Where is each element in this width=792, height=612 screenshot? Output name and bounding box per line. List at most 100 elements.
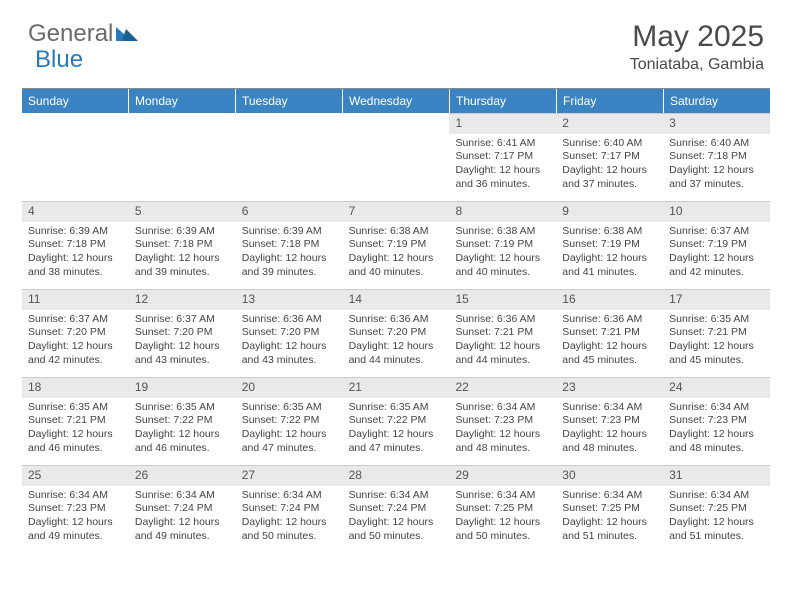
day-details: Sunrise: 6:34 AMSunset: 7:23 PMDaylight:… [449,398,556,462]
day-details: Sunrise: 6:35 AMSunset: 7:22 PMDaylight:… [129,398,236,462]
day-number: 23 [556,377,663,398]
day-cell: 26Sunrise: 6:34 AMSunset: 7:24 PMDayligh… [129,465,236,553]
day-cell: 20Sunrise: 6:35 AMSunset: 7:22 PMDayligh… [236,377,343,465]
day-cell: 28Sunrise: 6:34 AMSunset: 7:24 PMDayligh… [343,465,450,553]
day-number: 28 [343,465,450,486]
day-number: 9 [556,201,663,222]
day-details: Sunrise: 6:34 AMSunset: 7:25 PMDaylight:… [556,486,663,550]
day-cell: 9Sunrise: 6:38 AMSunset: 7:19 PMDaylight… [556,201,663,289]
day-cell: 14Sunrise: 6:36 AMSunset: 7:20 PMDayligh… [343,289,450,377]
day-details: Sunrise: 6:36 AMSunset: 7:21 PMDaylight:… [449,310,556,374]
day-cell-empty: . [236,113,343,201]
day-number: 12 [129,289,236,310]
weekday-header: Tuesday [236,89,343,113]
day-details: Sunrise: 6:38 AMSunset: 7:19 PMDaylight:… [556,222,663,286]
week-row: ....1Sunrise: 6:41 AMSunset: 7:17 PMDayl… [22,113,770,201]
weekday-header: Thursday [450,89,557,113]
calendar-body: ....1Sunrise: 6:41 AMSunset: 7:17 PMDayl… [22,113,770,553]
day-cell: 31Sunrise: 6:34 AMSunset: 7:25 PMDayligh… [663,465,770,553]
day-details: Sunrise: 6:34 AMSunset: 7:23 PMDaylight:… [663,398,770,462]
day-cell: 12Sunrise: 6:37 AMSunset: 7:20 PMDayligh… [129,289,236,377]
day-number: 4 [22,201,129,222]
day-cell: 3Sunrise: 6:40 AMSunset: 7:18 PMDaylight… [663,113,770,201]
day-cell: 17Sunrise: 6:35 AMSunset: 7:21 PMDayligh… [663,289,770,377]
weekday-header: Monday [129,89,236,113]
month-title: May 2025 [630,20,764,54]
day-cell-empty: . [22,113,129,201]
week-row: 11Sunrise: 6:37 AMSunset: 7:20 PMDayligh… [22,289,770,377]
day-details: Sunrise: 6:37 AMSunset: 7:20 PMDaylight:… [129,310,236,374]
day-number: 3 [663,113,770,134]
day-number: 30 [556,465,663,486]
day-details: Sunrise: 6:37 AMSunset: 7:19 PMDaylight:… [663,222,770,286]
day-number: 22 [449,377,556,398]
day-cell: 2Sunrise: 6:40 AMSunset: 7:17 PMDaylight… [556,113,663,201]
day-cell: 4Sunrise: 6:39 AMSunset: 7:18 PMDaylight… [22,201,129,289]
day-details: Sunrise: 6:34 AMSunset: 7:24 PMDaylight:… [129,486,236,550]
location-subtitle: Toniataba, Gambia [630,56,764,74]
day-cell: 6Sunrise: 6:39 AMSunset: 7:18 PMDaylight… [236,201,343,289]
day-cell: 7Sunrise: 6:38 AMSunset: 7:19 PMDaylight… [343,201,450,289]
day-details: Sunrise: 6:40 AMSunset: 7:18 PMDaylight:… [663,134,770,198]
day-number: 17 [663,289,770,310]
day-number: 10 [663,201,770,222]
day-cell: 15Sunrise: 6:36 AMSunset: 7:21 PMDayligh… [449,289,556,377]
day-number: 14 [343,289,450,310]
day-details: Sunrise: 6:40 AMSunset: 7:17 PMDaylight:… [556,134,663,198]
day-number: 20 [236,377,343,398]
day-details: Sunrise: 6:36 AMSunset: 7:20 PMDaylight:… [343,310,450,374]
weekday-header: Sunday [22,89,129,113]
day-details: Sunrise: 6:39 AMSunset: 7:18 PMDaylight:… [236,222,343,286]
day-number: 8 [449,201,556,222]
day-number: 7 [343,201,450,222]
day-details: Sunrise: 6:35 AMSunset: 7:22 PMDaylight:… [236,398,343,462]
day-details: Sunrise: 6:36 AMSunset: 7:20 PMDaylight:… [236,310,343,374]
day-details: Sunrise: 6:35 AMSunset: 7:22 PMDaylight:… [343,398,450,462]
day-cell: 23Sunrise: 6:34 AMSunset: 7:23 PMDayligh… [556,377,663,465]
day-number: 11 [22,289,129,310]
logo: General [28,20,138,48]
day-details: Sunrise: 6:34 AMSunset: 7:25 PMDaylight:… [449,486,556,550]
day-cell: 22Sunrise: 6:34 AMSunset: 7:23 PMDayligh… [449,377,556,465]
day-details: Sunrise: 6:34 AMSunset: 7:24 PMDaylight:… [236,486,343,550]
day-number: 31 [663,465,770,486]
weekday-header: Saturday [664,89,770,113]
weekday-header: Friday [557,89,664,113]
day-number: 25 [22,465,129,486]
day-details: Sunrise: 6:34 AMSunset: 7:23 PMDaylight:… [556,398,663,462]
day-cell: 5Sunrise: 6:39 AMSunset: 7:18 PMDaylight… [129,201,236,289]
day-cell: 21Sunrise: 6:35 AMSunset: 7:22 PMDayligh… [343,377,450,465]
day-number: 1 [449,113,556,134]
day-number: 13 [236,289,343,310]
day-cell: 10Sunrise: 6:37 AMSunset: 7:19 PMDayligh… [663,201,770,289]
day-cell-empty: . [129,113,236,201]
day-details: Sunrise: 6:35 AMSunset: 7:21 PMDaylight:… [663,310,770,374]
day-details: Sunrise: 6:34 AMSunset: 7:25 PMDaylight:… [663,486,770,550]
day-number: 21 [343,377,450,398]
day-details: Sunrise: 6:35 AMSunset: 7:21 PMDaylight:… [22,398,129,462]
day-number: 19 [129,377,236,398]
day-details: Sunrise: 6:36 AMSunset: 7:21 PMDaylight:… [556,310,663,374]
day-cell: 11Sunrise: 6:37 AMSunset: 7:20 PMDayligh… [22,289,129,377]
day-cell: 8Sunrise: 6:38 AMSunset: 7:19 PMDaylight… [449,201,556,289]
day-number: 5 [129,201,236,222]
week-row: 25Sunrise: 6:34 AMSunset: 7:23 PMDayligh… [22,465,770,553]
day-cell: 29Sunrise: 6:34 AMSunset: 7:25 PMDayligh… [449,465,556,553]
day-number: 24 [663,377,770,398]
day-number: 29 [449,465,556,486]
day-cell: 24Sunrise: 6:34 AMSunset: 7:23 PMDayligh… [663,377,770,465]
day-cell: 25Sunrise: 6:34 AMSunset: 7:23 PMDayligh… [22,465,129,553]
day-number: 27 [236,465,343,486]
day-cell: 13Sunrise: 6:36 AMSunset: 7:20 PMDayligh… [236,289,343,377]
logo-text-blue: Blue [35,46,83,74]
day-number: 15 [449,289,556,310]
day-details: Sunrise: 6:37 AMSunset: 7:20 PMDaylight:… [22,310,129,374]
day-details: Sunrise: 6:38 AMSunset: 7:19 PMDaylight:… [449,222,556,286]
day-cell: 16Sunrise: 6:36 AMSunset: 7:21 PMDayligh… [556,289,663,377]
day-details: Sunrise: 6:34 AMSunset: 7:23 PMDaylight:… [22,486,129,550]
day-details: Sunrise: 6:39 AMSunset: 7:18 PMDaylight:… [129,222,236,286]
day-number: 26 [129,465,236,486]
calendar: SundayMondayTuesdayWednesdayThursdayFrid… [22,88,770,553]
day-number: 18 [22,377,129,398]
title-block: May 2025 Toniataba, Gambia [630,20,764,74]
